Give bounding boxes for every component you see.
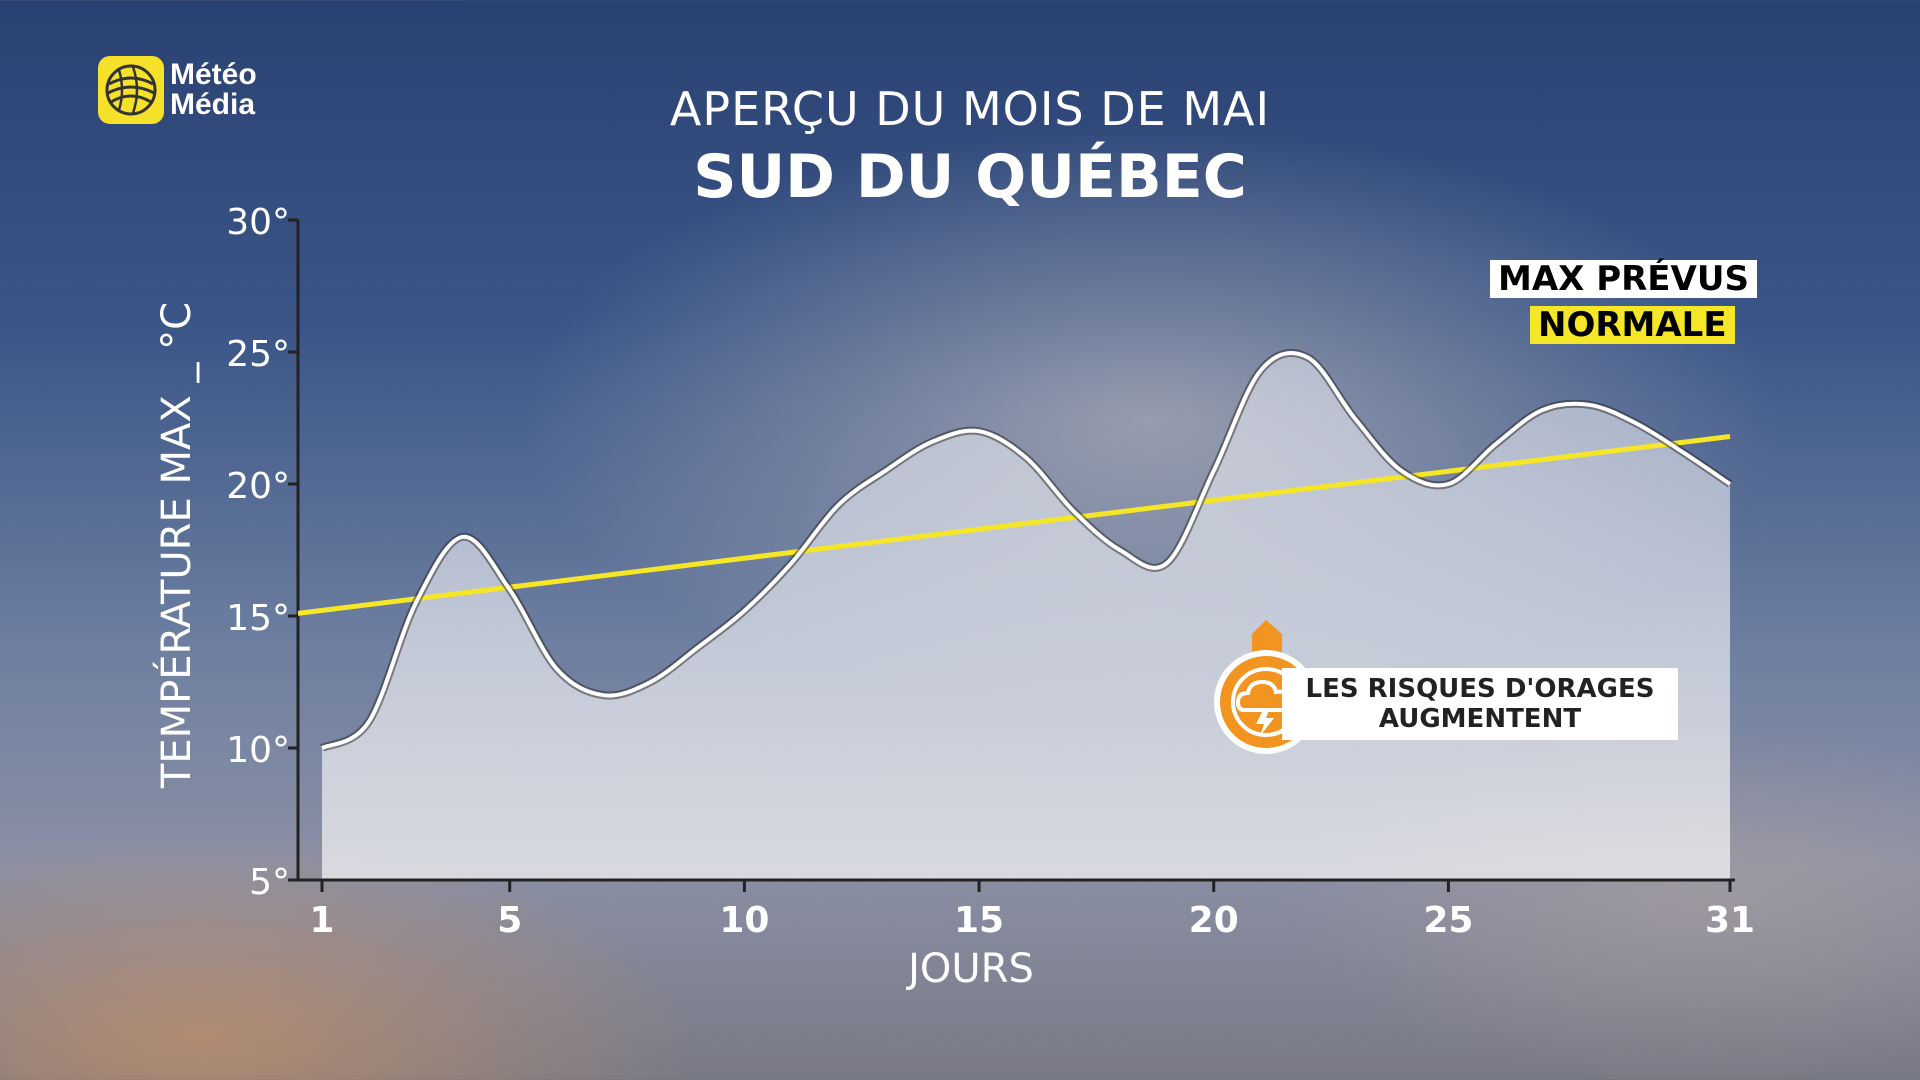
brand-name: Météo Média — [170, 60, 257, 120]
forecast-max-line — [321, 350, 1732, 750]
globe-icon — [98, 56, 164, 124]
storm-risk-callout: LES RISQUES D'ORAGES AUGMENTENT — [1200, 620, 1680, 760]
storm-risk-line-2: AUGMENTENT — [1378, 704, 1582, 734]
brand-line-1: Météo — [170, 58, 257, 91]
y-tick-label: 25° — [226, 334, 290, 375]
meteomedia-logo: Météo Média — [98, 56, 257, 124]
y-tick-label: 5° — [249, 862, 290, 903]
x-tick-label: 10 — [719, 900, 769, 941]
x-tick-label: 25 — [1423, 900, 1473, 941]
y-tick-label: 10° — [226, 730, 290, 771]
chart-title: APERÇU DU MOIS DE MAI — [669, 82, 1271, 136]
forecast-area — [322, 352, 1730, 880]
chart-subtitle: SUD DU QUÉBEC — [693, 142, 1247, 212]
legend-normal: NORMALE — [1530, 306, 1735, 344]
legend-max-forecast: MAX PRÉVUS — [1490, 260, 1757, 298]
x-tick-label: 20 — [1189, 900, 1239, 941]
storm-risk-text: LES RISQUES D'ORAGES AUGMENTENT — [1282, 668, 1678, 740]
y-tick-label: 15° — [226, 598, 290, 639]
y-tick-label: 20° — [226, 466, 290, 507]
y-tick-label: 30° — [226, 202, 290, 243]
y-axis-label: TEMPÉRATURE MAX _ °C — [152, 302, 200, 789]
storm-risk-line-1: LES RISQUES D'ORAGES — [1305, 674, 1655, 704]
x-axis-label: JOURS — [905, 946, 1034, 992]
brand-line-2: Média — [170, 88, 256, 121]
normal-temperature-line — [297, 433, 1731, 616]
x-tick-label: 15 — [954, 900, 1004, 941]
x-tick-label: 31 — [1705, 900, 1755, 941]
chart-legend: MAX PRÉVUS NORMALE — [1490, 260, 1757, 352]
x-tick-label: 5 — [497, 900, 522, 941]
x-tick-label: 1 — [309, 900, 334, 941]
